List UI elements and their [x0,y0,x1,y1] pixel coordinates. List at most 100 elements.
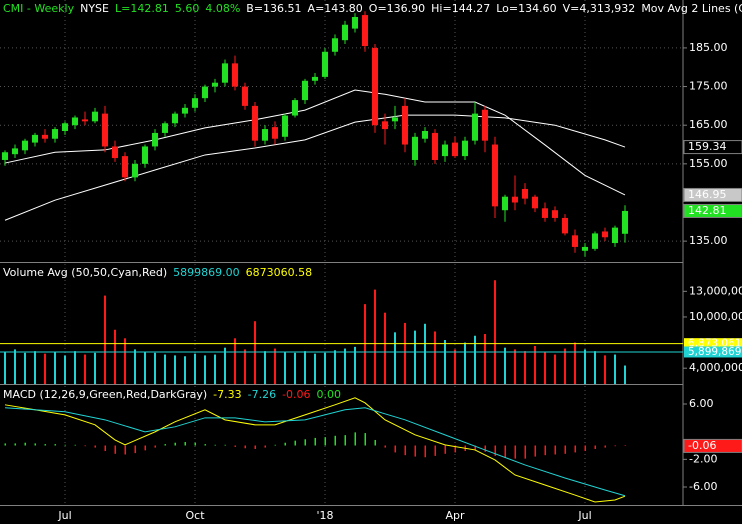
macd-histogram-bar [24,442,26,446]
macd-histogram-bar [334,435,336,446]
volume-bar [534,345,536,384]
panel-header: Volume Avg (50,50,Cyan,Red) 5899869.00 687… [3,266,312,279]
value-box [683,438,742,453]
macd-histogram-bar [194,442,196,446]
value-box-label: -0.06 [688,439,716,452]
candle-body [422,131,428,139]
header-item: MACD (12,26,9,Green,Red,DarkGray) [3,388,207,401]
macd-histogram-bar [484,445,486,452]
value-box-label: 146.95 [688,188,727,201]
volume-bar [494,280,496,384]
y-tick-label: 4,000,000 [689,361,742,374]
candle-body [72,117,78,126]
candle-body [42,134,48,139]
macd-histogram-bar [274,444,276,446]
volume-bar [264,351,266,384]
volume-bar [524,351,526,384]
candle-body [22,140,28,151]
candle-body [222,63,228,83]
candle-body [302,80,308,101]
y-tick-label: -6.00 [689,480,717,493]
volume-bar [184,356,186,384]
macd-histogram-bar [164,444,166,446]
candle-body [552,210,558,218]
candle-body [12,148,18,155]
macd-histogram-bar [134,445,136,454]
volume-bar [24,352,26,384]
macd-histogram-bar [594,445,596,449]
macd-histogram-bar [534,445,536,457]
candle-body [102,113,108,147]
macd-histogram-bar [34,443,36,446]
volume-bar [154,352,156,384]
macd-histogram-bar [414,445,416,457]
candle-body [512,196,518,203]
volume-bar [614,354,616,384]
macd-histogram-bar [94,445,96,448]
macd-histogram-bar [554,445,556,455]
candle-body [212,82,218,87]
header-item: Hi=144.27 [431,2,490,15]
candle-body [442,144,448,157]
y-tick-label: 135.00 [689,234,728,247]
volume-bar [224,347,226,384]
volume-bar [404,322,406,384]
volume-bar [84,354,86,384]
macd-histogram-bar [574,445,576,453]
x-tick-label: '18 [316,509,333,522]
volume-bar [54,351,56,384]
candle-body [612,227,618,244]
macd-histogram-bar [124,445,126,455]
volume-bar [484,334,486,384]
candle-body [392,117,398,122]
volume-bar [194,353,196,384]
header-item: -0.06 [282,388,310,401]
candle-body [542,208,548,218]
header-item: Volume Avg (50,50,Cyan,Red) [3,266,167,279]
macd-histogram-bar [64,444,66,446]
candle-body [432,132,438,160]
candle-body [232,63,238,87]
macd-histogram-bar [324,437,326,446]
candle-body [492,144,498,207]
macd-histogram-bar [234,445,236,447]
value-box [683,187,742,202]
volume-bar [564,348,566,384]
value-box [684,338,742,350]
moving-average [4,89,626,196]
macd-histogram-bar [504,445,506,458]
volume-bar [114,329,116,384]
volume-bar [314,353,316,384]
macd-histogram-bar [604,445,606,448]
candle-body [312,76,318,81]
candle-body [462,140,468,157]
candle-body [482,109,488,141]
volume-bar [454,349,456,384]
macd-histogram-bar [44,444,46,446]
macd-histogram-bar [514,445,516,459]
candle-body [412,136,418,160]
macd-histogram-bar [204,444,206,446]
candle-body [292,100,298,116]
header-item: V=4,313,932 [563,2,636,15]
candle-body [322,51,328,77]
header-item: 0.00 [317,388,342,401]
y-tick-label: 155.00 [689,157,728,170]
volume-bar [344,348,346,384]
volume-bar [124,338,126,384]
macd-histogram-bar [104,445,106,452]
moving-average [4,114,626,221]
x-tick-label: Apr [445,509,465,522]
header-item: Mov Avg 2 Lines (Close [641,2,742,15]
macd-histogram-bar [284,442,286,446]
candle-body [382,121,388,130]
volume-bar [34,351,36,384]
header-item: B=136.51 [246,2,301,15]
volume-bar [64,355,66,384]
macd-line [4,397,626,503]
candle-body [602,231,608,238]
macd-histogram-bar [374,439,376,446]
volume-bar [574,342,576,384]
volume-bar [174,355,176,384]
